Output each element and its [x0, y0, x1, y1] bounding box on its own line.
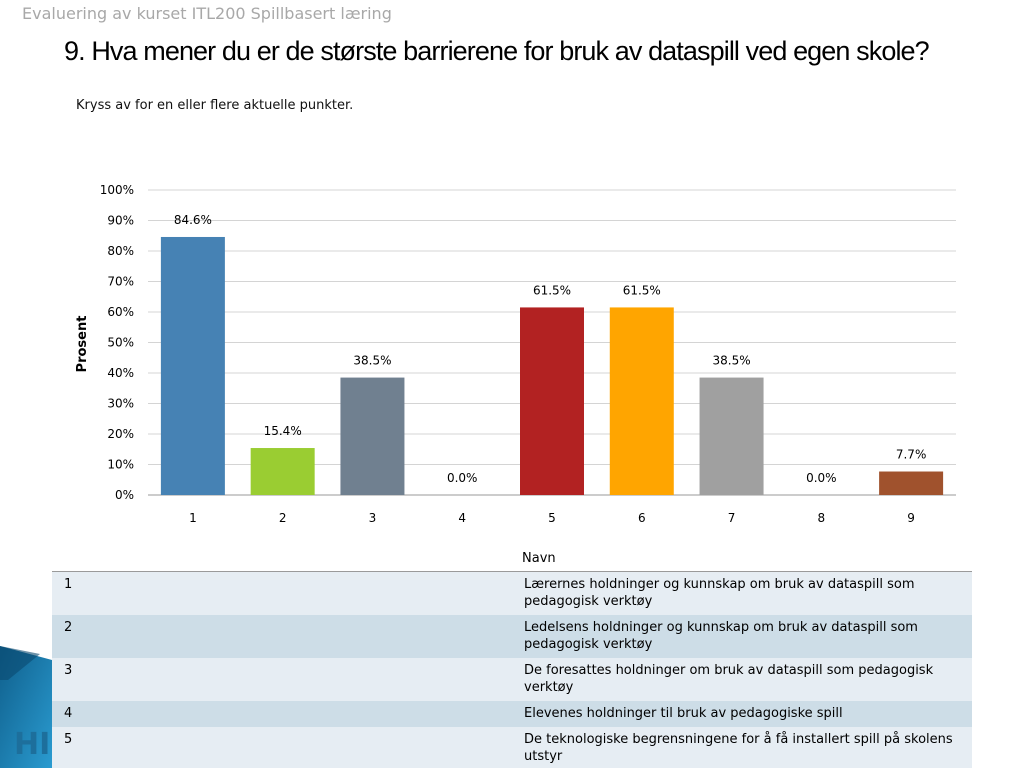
- table-row: 1 Lærernes holdninger og kunnskap om bru…: [52, 571, 972, 615]
- y-tick-label: 40%: [107, 366, 134, 380]
- table-row: 5 De teknologiske begrensningene for å f…: [52, 727, 972, 768]
- bar-value-label: 84.6%: [174, 213, 212, 227]
- question-instruction: Kryss av for en eller flere aktuelle pun…: [76, 98, 354, 113]
- x-tick-label: 8: [818, 511, 826, 525]
- y-tick-label: 50%: [107, 336, 134, 350]
- x-tick-label: 5: [548, 511, 556, 525]
- y-tick-label: 10%: [107, 458, 134, 472]
- x-tick-label: 7: [728, 511, 736, 525]
- row-name: De teknologiske begrensningene for å få …: [512, 727, 972, 768]
- x-tick-label: 6: [638, 511, 646, 525]
- row-number: 3: [52, 658, 512, 701]
- y-tick-label: 90%: [107, 214, 134, 228]
- row-name: Lærernes holdninger og kunnskap om bruk …: [512, 571, 972, 615]
- row-name: De foresattes holdninger om bruk av data…: [512, 658, 972, 701]
- logo-text: HI: [14, 727, 50, 762]
- y-axis-label: Prosent: [75, 316, 90, 373]
- y-axis-ticks: 0% 10% 20% 30% 40% 50% 60% 70% 80% 90% 100%: [100, 183, 134, 502]
- bar-value-label: 15.4%: [264, 424, 302, 438]
- y-tick-label: 0%: [115, 488, 134, 502]
- bar-value-label: 61.5%: [623, 283, 661, 297]
- x-tick-label: 9: [907, 511, 915, 525]
- table-row: 3 De foresattes holdninger om bruk av da…: [52, 658, 972, 701]
- bar-3: [340, 377, 405, 495]
- bar-chart: 0% 10% 20% 30% 40% 50% 60% 70% 80% 90% 100% 84.6% 1…: [75, 183, 956, 525]
- y-tick-label: 20%: [107, 427, 134, 441]
- bar-value-label: 7.7%: [896, 448, 927, 462]
- bar-9: [879, 471, 944, 495]
- x-axis-ticks: 1 2 3 4 5 6 7 8 9: [189, 511, 915, 525]
- row-number: 2: [52, 615, 512, 658]
- x-tick-label: 2: [279, 511, 287, 525]
- bar-5: [520, 307, 584, 495]
- y-tick-label: 70%: [107, 275, 134, 289]
- bar-6: [609, 307, 674, 495]
- row-name: Elevenes holdninger til bruk av pedagogi…: [512, 701, 972, 727]
- y-tick-label: 100%: [100, 183, 134, 197]
- slide-title: 9. Hva mener du er de største barrierene…: [64, 36, 930, 66]
- column-header-navn: Navn: [52, 546, 972, 572]
- legend-table: Navn 1 Lærernes holdninger og kunnskap o…: [52, 546, 972, 768]
- bar-2: [250, 448, 315, 495]
- row-name: Ledelsens holdninger og kunnskap om bruk…: [512, 615, 972, 658]
- slide-header-caption: Evaluering av kurset ITL200 Spillbasert …: [22, 4, 392, 23]
- bar-value-label: 61.5%: [533, 283, 571, 297]
- legend-table-container: Navn 1 Lærernes holdninger og kunnskap o…: [52, 546, 972, 768]
- table-row: 4 Elevenes holdninger til bruk av pedago…: [52, 701, 972, 727]
- row-number: 1: [52, 571, 512, 615]
- bar-7: [699, 377, 764, 495]
- bar-1: [160, 236, 225, 495]
- bar-value-label: 38.5%: [353, 354, 391, 368]
- y-tick-label: 80%: [107, 244, 134, 258]
- x-tick-label: 1: [189, 511, 197, 525]
- chart-bars: [160, 236, 944, 495]
- x-tick-label: 4: [458, 511, 466, 525]
- chart-value-labels: 84.6% 15.4% 38.5% 0.0% 61.5% 61.5% 38.5% 0.0% 7.…: [174, 213, 927, 485]
- row-number: 4: [52, 701, 512, 727]
- bar-value-label: 0.0%: [447, 471, 478, 485]
- x-tick-label: 3: [369, 511, 377, 525]
- row-number: 5: [52, 727, 512, 768]
- y-tick-label: 60%: [107, 305, 134, 319]
- table-row: 2 Ledelsens holdninger og kunnskap om br…: [52, 615, 972, 658]
- y-tick-label: 30%: [107, 397, 134, 411]
- legend-table-header-row: Navn: [52, 546, 972, 572]
- bar-value-label: 0.0%: [806, 471, 837, 485]
- bar-value-label: 38.5%: [712, 354, 750, 368]
